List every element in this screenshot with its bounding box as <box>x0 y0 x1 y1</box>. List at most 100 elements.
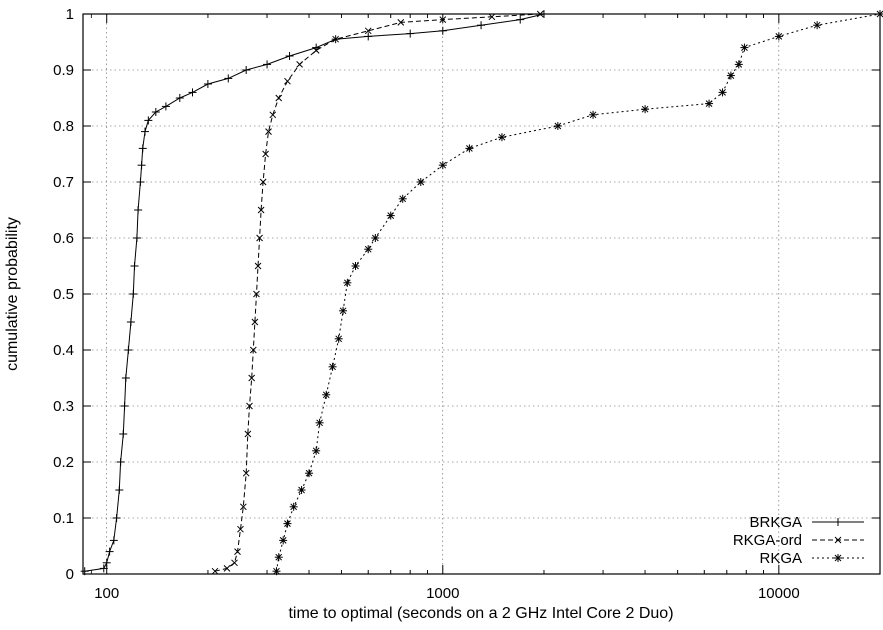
y-axis-label: cumulative probability <box>4 217 21 371</box>
data-point <box>705 99 714 108</box>
data-point <box>119 430 128 438</box>
data-point <box>284 77 291 85</box>
data-point <box>322 390 331 399</box>
y-tick-label: 0.7 <box>53 174 74 191</box>
data-point <box>161 102 170 111</box>
y-tick-label: 0.9 <box>53 62 74 79</box>
data-point <box>144 116 153 125</box>
data-point <box>312 446 321 455</box>
data-point <box>364 32 373 41</box>
data-point <box>237 525 244 533</box>
data-point <box>364 27 372 35</box>
data-point <box>283 519 292 528</box>
y-tick-label: 0.8 <box>53 118 74 135</box>
plot-frame <box>82 13 881 575</box>
data-point <box>740 43 749 52</box>
data-point <box>289 502 298 511</box>
data-point <box>175 94 184 102</box>
data-point <box>328 362 337 371</box>
series-brkga <box>80 10 548 576</box>
data-point <box>406 29 415 38</box>
data-point <box>136 178 145 186</box>
data-point <box>488 13 496 21</box>
data-point <box>109 536 118 545</box>
data-point <box>477 21 486 30</box>
series-rkga-ord <box>211 10 544 575</box>
data-point <box>398 194 407 203</box>
data-point <box>438 26 447 35</box>
data-point <box>248 374 256 382</box>
data-point <box>112 514 121 522</box>
grid-layer <box>83 14 880 574</box>
data-point <box>465 144 474 153</box>
data-point <box>416 178 425 186</box>
data-point <box>305 469 314 478</box>
data-point <box>234 548 241 555</box>
y-tick-label: 0.5 <box>53 286 74 303</box>
data-point <box>297 486 306 494</box>
data-point <box>105 547 114 556</box>
legend-label: BRKGA <box>749 514 802 531</box>
data-point <box>315 418 324 427</box>
data-point <box>274 553 283 562</box>
y-tick-label: 0.3 <box>53 398 74 415</box>
data-point <box>253 290 260 298</box>
tick-layer: 0 0.1 0.2 0.3 0.4 0.5 0.6 0.7 0.8 0.9 1 100 1000 1000… <box>53 6 880 602</box>
data-point <box>203 80 212 88</box>
data-point <box>138 144 147 153</box>
legend-marker <box>834 518 842 526</box>
data-point <box>774 32 783 41</box>
data-point <box>285 52 294 60</box>
data-point <box>339 306 348 315</box>
data-point <box>239 503 247 511</box>
data-point <box>256 234 263 242</box>
legend-label: RKGA-ord <box>733 532 802 549</box>
data-point <box>438 161 447 170</box>
data-point <box>242 469 250 477</box>
data-point <box>275 94 283 102</box>
x-tick-label: 1000 <box>426 585 459 602</box>
data-point <box>130 262 139 270</box>
data-point <box>151 108 160 116</box>
series-line <box>214 13 541 572</box>
data-point <box>121 374 130 382</box>
data-point <box>343 278 352 287</box>
data-point <box>386 211 395 220</box>
data-point <box>224 74 233 83</box>
y-tick-label: 0.1 <box>53 510 74 527</box>
data-point <box>115 486 124 494</box>
data-point <box>134 206 143 214</box>
y-tick-label: 1 <box>66 6 74 23</box>
data-point <box>726 71 735 80</box>
data-point <box>516 15 525 24</box>
data-point <box>257 206 265 214</box>
data-point <box>246 402 253 410</box>
data-point <box>244 430 252 438</box>
data-point <box>269 111 277 119</box>
data-point <box>124 346 133 354</box>
series-line <box>84 13 545 572</box>
series-rkga <box>272 10 883 576</box>
y-tick-label: 0.2 <box>53 454 74 471</box>
data-point <box>351 262 360 270</box>
x-tick-label: 100 <box>94 585 119 602</box>
data-point <box>589 110 598 119</box>
legend-marker <box>834 536 842 544</box>
x-axis-label: time to optimal (seconds on a 2 GHz Inte… <box>288 605 673 622</box>
data-point <box>249 346 257 354</box>
data-point <box>141 127 150 136</box>
series-line <box>276 13 881 572</box>
data-point <box>129 290 138 298</box>
data-point <box>718 88 727 97</box>
data-point <box>553 122 562 130</box>
y-tick-label: 0 <box>66 566 74 583</box>
data-point <box>262 150 269 158</box>
x-tick-label: 10000 <box>758 585 800 602</box>
data-point <box>132 234 141 242</box>
data-point <box>296 61 303 68</box>
data-point <box>397 19 405 26</box>
legend-marker <box>834 554 842 562</box>
series-layer <box>80 10 883 576</box>
data-point <box>259 178 267 186</box>
y-tick-label: 0.6 <box>53 230 74 247</box>
